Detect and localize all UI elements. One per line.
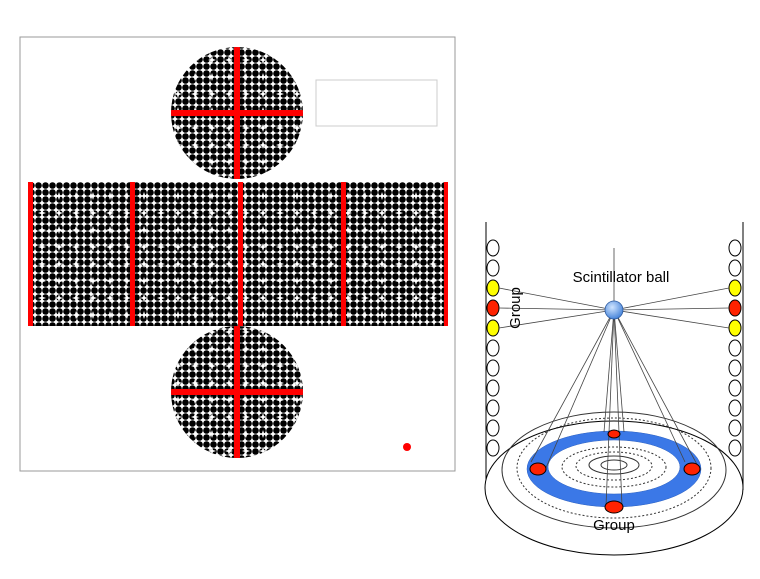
left-pmt-11 bbox=[486, 439, 500, 457]
left-pmt-group-lower bbox=[486, 319, 500, 337]
right-pmt-group-upper bbox=[728, 279, 742, 297]
right-wall-pmts bbox=[728, 239, 742, 457]
floor-pmt-bottom bbox=[604, 500, 624, 514]
left-pmt-2 bbox=[486, 259, 500, 277]
top-endcap bbox=[171, 47, 303, 179]
left-pmt-9 bbox=[486, 399, 500, 417]
floor-outer-ellipse bbox=[484, 420, 744, 556]
right-pmt-group-center bbox=[728, 299, 742, 317]
barrel-column-marker-5 bbox=[444, 182, 448, 326]
barrel-column-marker-4 bbox=[341, 182, 346, 326]
bottom-endcap bbox=[171, 326, 303, 458]
label-box bbox=[315, 79, 438, 127]
floor-dashed-ellipse-2 bbox=[575, 451, 653, 481]
cylinder-floor bbox=[484, 411, 744, 556]
right-pmt-8 bbox=[728, 379, 742, 397]
pmt-map-panel bbox=[19, 36, 456, 472]
scintillator-ball bbox=[604, 300, 624, 320]
pmt-group-ring bbox=[526, 430, 702, 508]
floor-group-pmts bbox=[529, 429, 701, 514]
floor-dashed-ellipse-3 bbox=[588, 455, 640, 475]
right-pmt-1 bbox=[728, 239, 742, 257]
left-pmt-group-upper bbox=[486, 279, 500, 297]
left-pmt-1 bbox=[486, 239, 500, 257]
ball-label: Scintillator ball bbox=[573, 269, 670, 286]
side-group-label: Group bbox=[507, 287, 524, 329]
top-endcap-horizontal-line bbox=[171, 110, 303, 116]
left-pmt-7 bbox=[486, 359, 500, 377]
bottom-endcap-horizontal-line bbox=[171, 389, 303, 395]
floor-center-ellipse bbox=[600, 459, 628, 471]
barrel-column-marker-3 bbox=[238, 182, 243, 326]
floor-dashed-ellipse-outer bbox=[516, 417, 712, 519]
right-pmt-11 bbox=[728, 439, 742, 457]
detector-schematic: Scintillator ball Group Group bbox=[484, 222, 744, 556]
light-rays bbox=[498, 248, 730, 507]
single-marker-dot bbox=[403, 443, 411, 451]
left-wall-pmts bbox=[486, 239, 500, 457]
barrel-column-marker-1 bbox=[28, 182, 33, 326]
left-pmt-8 bbox=[486, 379, 500, 397]
right-pmt-6 bbox=[728, 339, 742, 357]
right-pmt-group-lower bbox=[728, 319, 742, 337]
bottom-group-label: Group bbox=[593, 517, 635, 534]
right-pmt-2 bbox=[728, 259, 742, 277]
right-pmt-10 bbox=[728, 419, 742, 437]
left-pmt-6 bbox=[486, 339, 500, 357]
floor-pmt-left bbox=[529, 462, 547, 476]
left-pmt-group-center bbox=[486, 299, 500, 317]
floor-dashed-ellipse-1 bbox=[561, 446, 667, 488]
floor-pmt-right bbox=[683, 462, 701, 476]
barrel-column-marker-2 bbox=[130, 182, 135, 326]
right-pmt-7 bbox=[728, 359, 742, 377]
barrel-highlights bbox=[28, 182, 447, 326]
floor-pmt-top bbox=[607, 429, 621, 439]
left-pmt-10 bbox=[486, 419, 500, 437]
floor-second-ellipse bbox=[501, 411, 727, 529]
right-pmt-9 bbox=[728, 399, 742, 417]
barrel-map bbox=[28, 182, 448, 326]
